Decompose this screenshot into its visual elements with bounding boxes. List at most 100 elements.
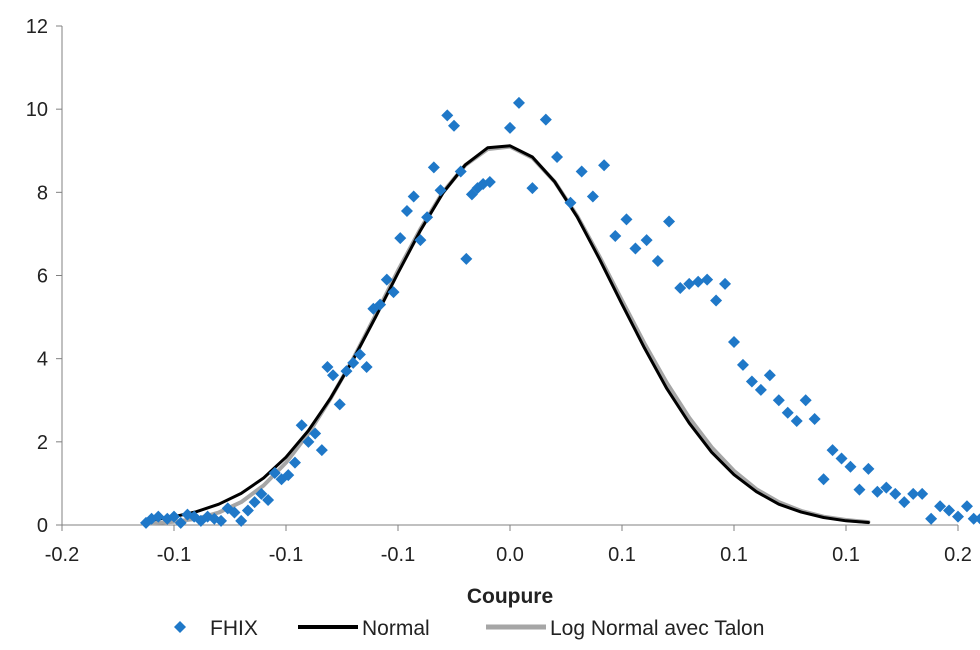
- data-point: [282, 469, 295, 482]
- data-point: [719, 277, 732, 290]
- data-point: [651, 254, 664, 267]
- data-point: [374, 298, 387, 311]
- data-point: [967, 512, 980, 525]
- data-point: [745, 375, 758, 388]
- data-point: [483, 175, 496, 188]
- data-point: [241, 504, 254, 517]
- data-point: [862, 462, 875, 475]
- data-point: [504, 121, 516, 134]
- data-point: [174, 516, 187, 529]
- data-point: [441, 109, 454, 122]
- data-point: [215, 514, 228, 527]
- data-point: [353, 348, 366, 361]
- data-point: [228, 506, 241, 519]
- x-tick-label: 0.1: [608, 544, 636, 566]
- y-tick-label: 10: [26, 99, 48, 121]
- data-point: [925, 512, 938, 525]
- data-point: [512, 96, 525, 109]
- data-point: [427, 161, 440, 174]
- data-point: [898, 496, 911, 509]
- data-point: [629, 242, 642, 255]
- data-point: [454, 165, 467, 178]
- data-point: [288, 456, 301, 469]
- data-point: [235, 514, 248, 527]
- data-point: [262, 494, 275, 507]
- data-point: [889, 487, 902, 500]
- data-point: [598, 159, 611, 172]
- data-point: [640, 234, 653, 247]
- series-line-normal: [150, 144, 870, 524]
- y-tick-label: 6: [37, 266, 48, 288]
- data-point: [763, 369, 776, 382]
- x-tick-label: 0.1: [832, 544, 860, 566]
- data-point: [907, 487, 920, 500]
- data-point: [952, 510, 964, 523]
- data-point: [692, 275, 705, 288]
- data-point: [400, 205, 413, 218]
- data-point: [168, 510, 180, 523]
- data-point: [609, 229, 622, 242]
- data-point: [460, 252, 473, 265]
- data-point: [754, 383, 767, 396]
- data-point: [943, 504, 956, 517]
- data-point: [683, 277, 696, 290]
- data-point: [152, 510, 165, 523]
- legend-label-normal: Normal: [362, 617, 430, 640]
- data-point: [817, 473, 830, 486]
- series-markers-fhix: [140, 96, 980, 529]
- data-point: [710, 294, 723, 307]
- data-point: [674, 281, 687, 294]
- data-point: [736, 358, 749, 371]
- data-point: [414, 234, 427, 247]
- x-tick-label: -0.1: [269, 544, 303, 566]
- data-point: [394, 232, 407, 245]
- data-point: [728, 336, 740, 349]
- data-point: [772, 394, 785, 407]
- y-tick-label: 8: [37, 182, 48, 204]
- data-point: [407, 190, 420, 203]
- data-point: [380, 273, 393, 286]
- legend-marker-fhix: [174, 621, 186, 633]
- x-tick-label: -0.2: [45, 544, 79, 566]
- data-point: [315, 444, 328, 457]
- data-point: [871, 485, 884, 498]
- legend-label-fhix: FHIX: [210, 617, 258, 640]
- data-point: [586, 190, 599, 203]
- x-tick-label: 0.0: [496, 544, 524, 566]
- data-point: [248, 496, 261, 509]
- data-point: [620, 213, 633, 226]
- data-point: [321, 360, 334, 373]
- data-point: [268, 467, 281, 480]
- data-point: [347, 356, 360, 369]
- data-point: [799, 394, 812, 407]
- y-tick-label: 4: [37, 349, 48, 371]
- data-point: [880, 481, 893, 494]
- data-point: [701, 273, 714, 286]
- data-point: [974, 513, 980, 525]
- y-tick-label: 0: [37, 515, 48, 537]
- data-point: [835, 452, 848, 465]
- data-point: [663, 215, 676, 228]
- data-point: [551, 150, 564, 163]
- data-point: [781, 406, 794, 419]
- data-point: [808, 412, 821, 425]
- x-tick-label: -0.1: [381, 544, 415, 566]
- data-point: [916, 487, 929, 500]
- y-tick-label: 12: [26, 16, 48, 38]
- data-point: [302, 435, 315, 448]
- data-point: [434, 184, 447, 197]
- y-tick-label: 2: [37, 432, 48, 454]
- data-point: [539, 113, 552, 126]
- data-point: [327, 369, 340, 382]
- x-tick-label: 0.2: [944, 544, 972, 566]
- data-point: [564, 196, 577, 209]
- series-line-log-normal-avec-talon: [149, 144, 871, 526]
- data-point: [960, 500, 973, 513]
- data-point: [340, 365, 353, 378]
- data-point: [526, 182, 539, 195]
- legend-label-log-normal-avec-talon: Log Normal avec Talon: [550, 617, 764, 640]
- data-point: [575, 165, 588, 178]
- data-point: [826, 444, 839, 457]
- x-tick-label: 0.1: [720, 544, 748, 566]
